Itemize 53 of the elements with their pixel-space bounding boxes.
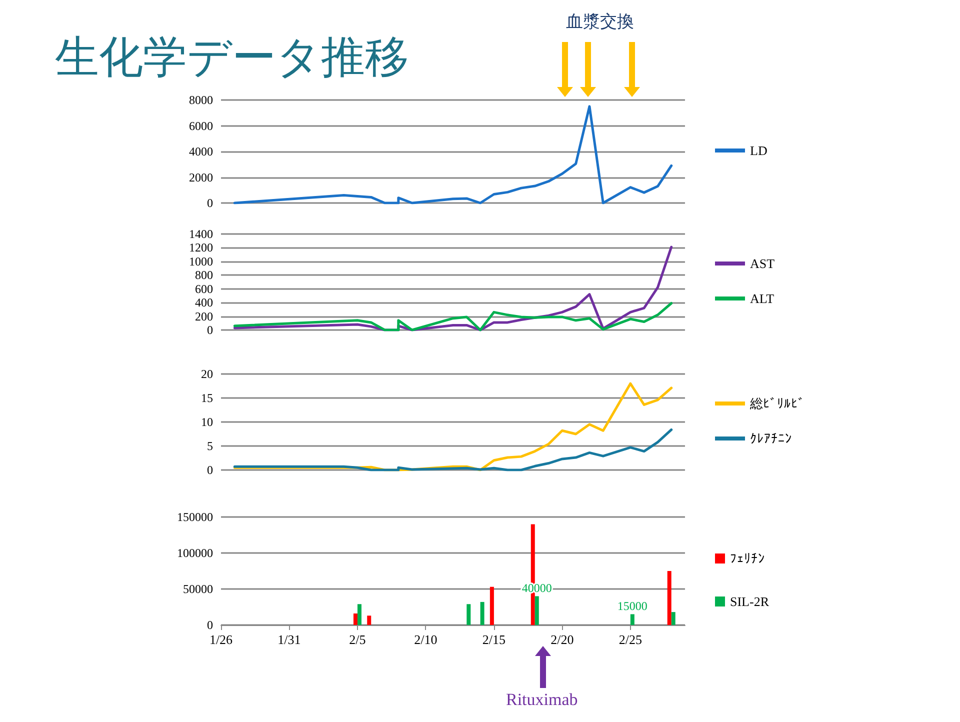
y-tick-label: 2000 [189,170,213,184]
y-tick-label: 0 [207,196,213,210]
chart-title: 生化学データ推移 [55,31,409,85]
y-tick-label: 5 [207,439,213,453]
bar [671,612,676,625]
y-tick-label: 20 [201,367,213,381]
legend-label: ALT [750,291,774,306]
y-tick-label: 6000 [189,118,213,133]
y-tick-label: 150000 [177,510,213,524]
y-tick-label: 400 [195,296,213,310]
legend-label: LD [750,143,768,158]
y-tick-label: 15 [201,391,213,405]
y-tick-label: 1400 [189,227,213,241]
x-tick-label: 2/5 [349,632,366,647]
line-series [233,428,673,472]
bar [630,614,634,625]
text: Rituximab [506,690,578,710]
y-tick-label: 0 [207,618,213,632]
y-tick-label: 8000 [189,93,213,107]
x-tick-label: 1/31 [278,632,301,647]
bar [534,596,539,625]
x-tick-label: 2/25 [618,632,642,647]
line-series [233,105,673,204]
bar [357,604,362,625]
bar [466,604,471,625]
x-tick-label: 2/20 [550,632,574,647]
y-tick-label: 4000 [189,144,213,158]
bar [490,586,494,625]
legend-label: SIL-2R [730,594,770,609]
line-series [233,302,673,332]
y-tick-label: 1200 [189,240,213,255]
legend-label: 総ﾋﾞﾘﾙﾋﾞ [749,396,805,411]
bar [353,613,358,625]
y-tick-label: 10 [201,415,213,429]
text: 血漿交換 [566,11,634,33]
y-tick-label: 50000 [183,582,213,596]
legend-label: AST [750,256,775,271]
legend-label: ﾌｪﾘﾁﾝ [730,551,765,566]
y-tick-label: 600 [195,282,213,296]
bar [667,571,672,625]
y-tick-label: 800 [195,268,213,282]
bar [480,602,484,625]
y-tick-label: 100000 [177,546,213,560]
y-tick-label: 1000 [189,254,213,268]
x-tick-label: 2/10 [414,632,438,647]
x-tick-label: 1/26 [209,632,234,647]
x-tick-label: 2/15 [482,632,506,647]
data-label: 15000 [617,599,648,614]
bar [367,616,372,625]
legend-label: ｸﾚｱﾁﾆﾝ [750,431,792,446]
y-tick-label: 0 [207,463,213,477]
y-tick-label: 0 [207,323,213,337]
y-tick-label: 200 [195,309,213,324]
